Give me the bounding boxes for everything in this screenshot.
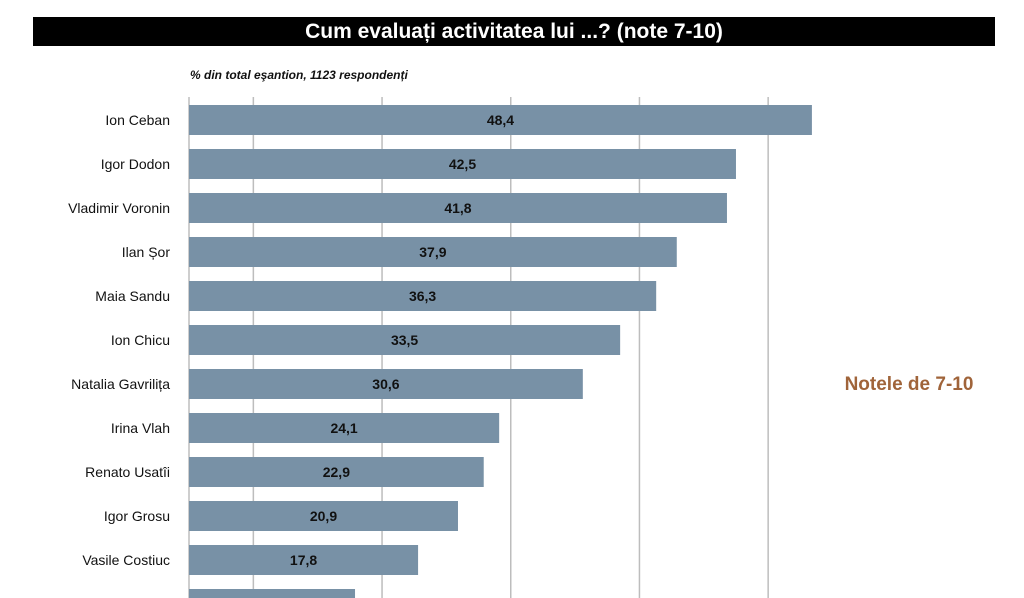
bar <box>189 149 736 179</box>
data-label: 48,4 <box>487 112 514 128</box>
bar <box>189 457 484 487</box>
category-label: Ilan Șor <box>122 244 171 260</box>
title-bar <box>33 17 995 46</box>
category-label: Igor Grosu <box>104 508 170 524</box>
bar <box>189 589 356 598</box>
chart-title: Cum evaluați activitatea lui ...? (note … <box>305 20 723 43</box>
category-label: Igor Dodon <box>101 156 170 172</box>
data-label: 12,9 <box>258 596 285 598</box>
category-label: Vladimir Voronin <box>68 200 170 216</box>
category-label: Renato Usatîi <box>85 464 170 480</box>
category-label: Maia Sandu <box>95 288 170 304</box>
data-label: 22,9 <box>323 464 350 480</box>
bar <box>189 105 812 135</box>
category-label: Ion Chicu <box>111 332 170 348</box>
chart-subtitle: % din total eşantion, 1123 respondenți <box>190 68 408 82</box>
bar <box>189 545 419 575</box>
bar <box>189 325 621 355</box>
data-label: 37,9 <box>419 244 446 260</box>
category-label: Vasile Costiuc <box>82 552 170 568</box>
data-label: 20,9 <box>310 508 337 524</box>
data-label: 17,8 <box>290 552 317 568</box>
bar <box>189 193 727 223</box>
data-label: 30,6 <box>372 376 399 392</box>
bar <box>189 281 657 311</box>
category-label: Natalia Gavrilița <box>71 376 170 392</box>
data-label: 33,5 <box>391 332 418 348</box>
bar <box>189 369 583 399</box>
data-label: 42,5 <box>449 156 476 172</box>
data-label: 24,1 <box>330 420 357 436</box>
bar <box>189 501 458 531</box>
category-label: Ion Ceban <box>105 112 170 128</box>
data-label: 41,8 <box>444 200 471 216</box>
bar <box>189 413 500 443</box>
category-label: Irina Vlah <box>111 420 170 436</box>
bar <box>189 237 677 267</box>
legend-annotation: Notele de 7-10 <box>845 374 974 395</box>
data-label: 36,3 <box>409 288 436 304</box>
